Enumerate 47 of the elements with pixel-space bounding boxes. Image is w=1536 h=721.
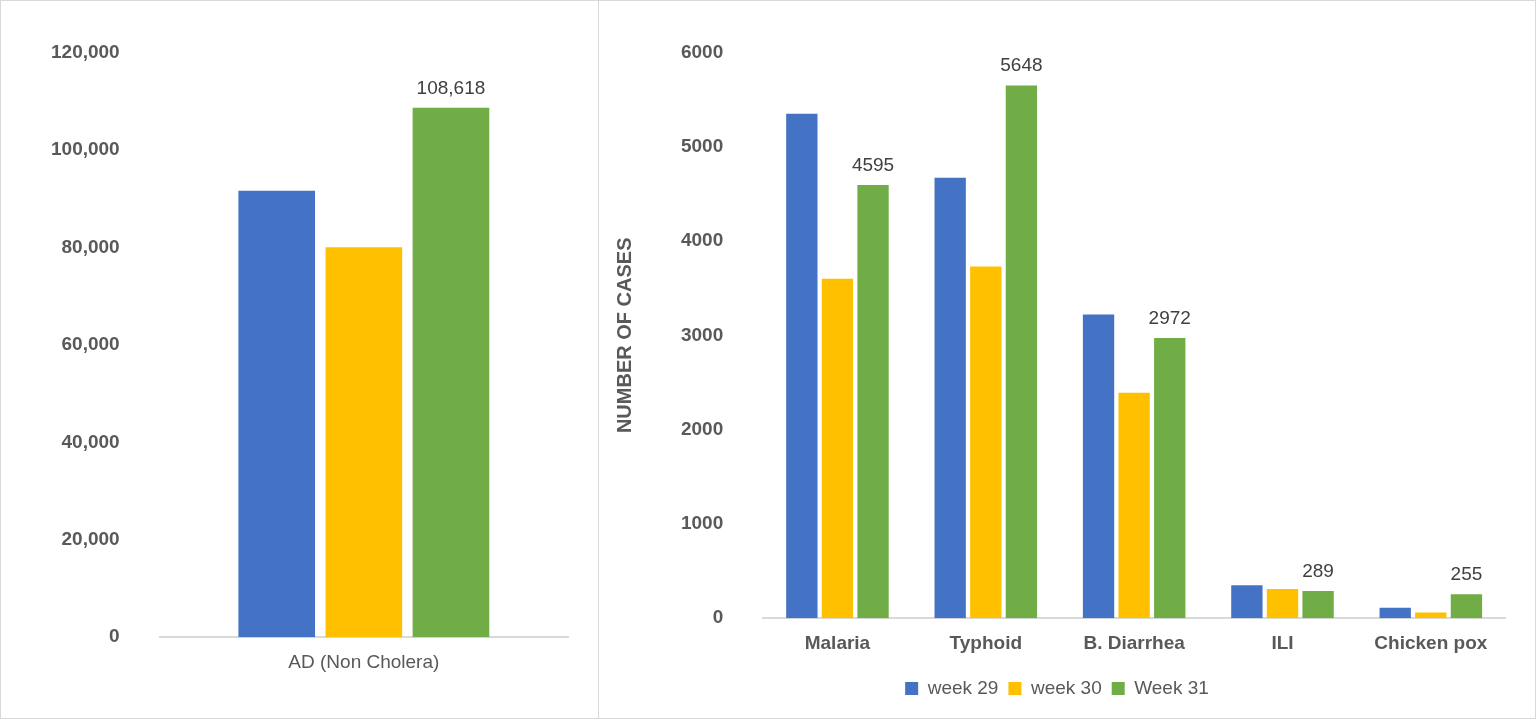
y-tick-label: 40,000 [61, 430, 120, 452]
y-tick-label: 5000 [680, 134, 724, 156]
y-tick-label: 3000 [680, 323, 724, 345]
data-label: 289 [1302, 559, 1334, 581]
x-tick-label: B. Diarrhea [1083, 631, 1186, 653]
bar [325, 247, 403, 638]
y-tick-label: 1000 [680, 512, 724, 534]
bar [821, 278, 854, 619]
y-tick-label: 120,000 [50, 40, 120, 62]
bar [1005, 85, 1038, 619]
y-tick-label: 80,000 [61, 235, 120, 257]
bar [1266, 588, 1299, 619]
bar [1082, 314, 1115, 619]
bar [1379, 607, 1411, 619]
bar [970, 266, 1002, 619]
bar [786, 113, 818, 619]
data-label: 108,618 [416, 76, 486, 98]
y-tick-label: 0 [712, 606, 724, 628]
y-tick-label: 60,000 [61, 333, 120, 355]
y-tick-label: 2000 [680, 417, 724, 439]
bar [1118, 392, 1150, 619]
legend-label: week 29 [926, 676, 999, 698]
legend-label: week 30 [1029, 676, 1102, 698]
data-label: 255 [1450, 562, 1483, 584]
y-tick-label: 6000 [680, 40, 724, 62]
x-tick-label: ILI [1271, 631, 1294, 653]
bar [1231, 585, 1263, 619]
legend-label: Week 31 [1134, 676, 1209, 698]
bar [1450, 594, 1483, 619]
x-tick-label: Chicken pox [1374, 631, 1488, 653]
bar [1154, 337, 1186, 619]
y-tick-label: 4000 [680, 229, 724, 251]
y-tick-label: 0 [109, 625, 120, 647]
y-tick-label: 20,000 [61, 527, 120, 549]
data-label: 2972 [1148, 306, 1191, 328]
data-label: 4595 [851, 153, 895, 175]
bar [1302, 590, 1334, 619]
bar [412, 107, 490, 638]
bar [934, 177, 966, 619]
x-tick-label: Typhoid [949, 631, 1023, 653]
data-label: 5648 [1000, 54, 1043, 76]
x-tick-label: AD (Non Cholera) [288, 650, 440, 672]
bar [857, 184, 889, 619]
x-tick-label: Malaria [804, 631, 871, 653]
y-tick-label: 100,000 [50, 138, 120, 160]
y-axis-title: NUMBER OF CASES [612, 237, 635, 434]
bar [238, 190, 316, 638]
